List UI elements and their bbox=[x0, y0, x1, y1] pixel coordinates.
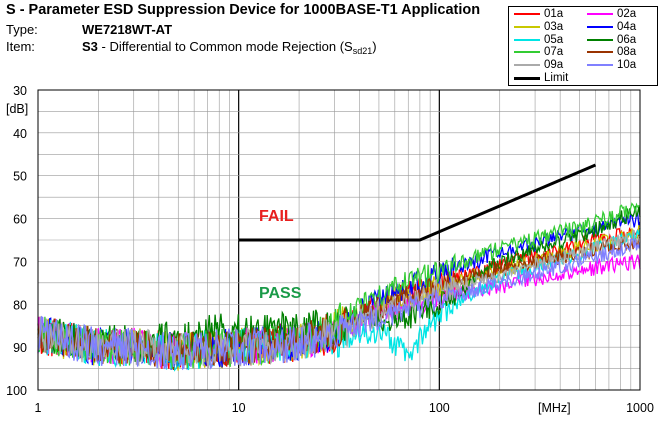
legend-swatch bbox=[514, 51, 540, 54]
y-tick-label: 30 bbox=[13, 84, 27, 98]
legend-label: 03a bbox=[544, 20, 564, 33]
legend-swatch bbox=[587, 13, 613, 15]
series-layer bbox=[37, 202, 641, 372]
legend-label: 01a bbox=[544, 8, 564, 20]
item-close: ) bbox=[372, 39, 377, 54]
limit-layer bbox=[238, 163, 597, 242]
item-description: - Differential to Common mode Rejection … bbox=[97, 39, 353, 54]
item-value: S3 - Differential to Common mode Rejecti… bbox=[82, 39, 377, 56]
pass-annotation: PASS bbox=[259, 285, 302, 302]
y-ticks: 30 40 50 60 70 80 90 100 bbox=[6, 84, 27, 398]
x-tick-label: 1 bbox=[35, 401, 42, 415]
x-tick-label: 1000 bbox=[626, 401, 654, 415]
legend-item-01a: 01a bbox=[514, 8, 563, 20]
y-tick-label: 40 bbox=[13, 127, 27, 141]
y-tick-label: 70 bbox=[13, 255, 27, 269]
legend-label: 07a bbox=[544, 46, 564, 59]
series-line-08a bbox=[37, 234, 641, 370]
y-tick-label: 100 bbox=[6, 384, 27, 398]
legend-label: 06a bbox=[617, 33, 637, 46]
legend-item-04a: 04a bbox=[587, 21, 636, 33]
chart-title: S - Parameter ESD Suppression Device for… bbox=[6, 2, 481, 18]
legend-item-08a: 08a bbox=[587, 46, 636, 58]
legend-item-07a: 07a bbox=[514, 46, 563, 58]
type-value: WE7218WT-AT bbox=[82, 22, 173, 37]
plot-frame bbox=[37, 89, 641, 391]
legend-label: Limit bbox=[544, 72, 569, 84]
x-ticks: 1 10 100 1000 bbox=[35, 401, 654, 415]
legend-swatch bbox=[587, 38, 613, 41]
legend-label: 09a bbox=[544, 59, 564, 72]
legend-item-06a: 06a bbox=[587, 34, 636, 46]
legend-item-Limit: Limit bbox=[514, 72, 568, 84]
x-unit-label: [MHz] bbox=[538, 401, 571, 415]
legend-item-09a: 09a bbox=[514, 59, 563, 71]
y-tick-label: 60 bbox=[13, 213, 27, 227]
legend-label: 05a bbox=[544, 33, 564, 46]
legend-swatch bbox=[587, 51, 613, 54]
legend-label: 08a bbox=[617, 46, 637, 59]
legend-item-03a: 03a bbox=[514, 21, 563, 33]
legend-swatch bbox=[514, 38, 540, 41]
item-label: Item: bbox=[6, 39, 35, 54]
legend-item-05a: 05a bbox=[514, 34, 563, 46]
legend-label: 10a bbox=[617, 59, 637, 72]
fail-annotation: FAIL bbox=[259, 208, 294, 225]
legend-swatch bbox=[587, 25, 613, 28]
type-label: Type: bbox=[6, 22, 38, 37]
y-tick-label: 50 bbox=[13, 170, 27, 184]
legend-swatch bbox=[514, 64, 540, 67]
series-line-10a bbox=[37, 238, 641, 371]
item-subscript: sd21 bbox=[352, 46, 373, 56]
legend-swatch bbox=[514, 25, 540, 28]
x-tick-label: 100 bbox=[429, 401, 450, 415]
limit-line bbox=[238, 163, 597, 242]
legend-swatch bbox=[514, 13, 540, 15]
legend-item-10a: 10a bbox=[587, 59, 636, 71]
legend: 01a 02a 03a 04a 05a 06a 07a 08a 09a 10a Limit bbox=[508, 6, 658, 86]
x-tick-label: 10 bbox=[232, 401, 246, 415]
legend-label: 02a bbox=[617, 8, 637, 20]
y-tick-label: 90 bbox=[13, 341, 27, 355]
y-tick-label: 80 bbox=[13, 298, 27, 312]
legend-swatch bbox=[587, 64, 613, 67]
y-unit-label: [dB] bbox=[6, 102, 28, 116]
legend-swatch bbox=[514, 76, 540, 80]
legend-label: 04a bbox=[617, 20, 637, 33]
item-code: S3 bbox=[82, 39, 98, 54]
legend-item-02a: 02a bbox=[587, 8, 636, 20]
